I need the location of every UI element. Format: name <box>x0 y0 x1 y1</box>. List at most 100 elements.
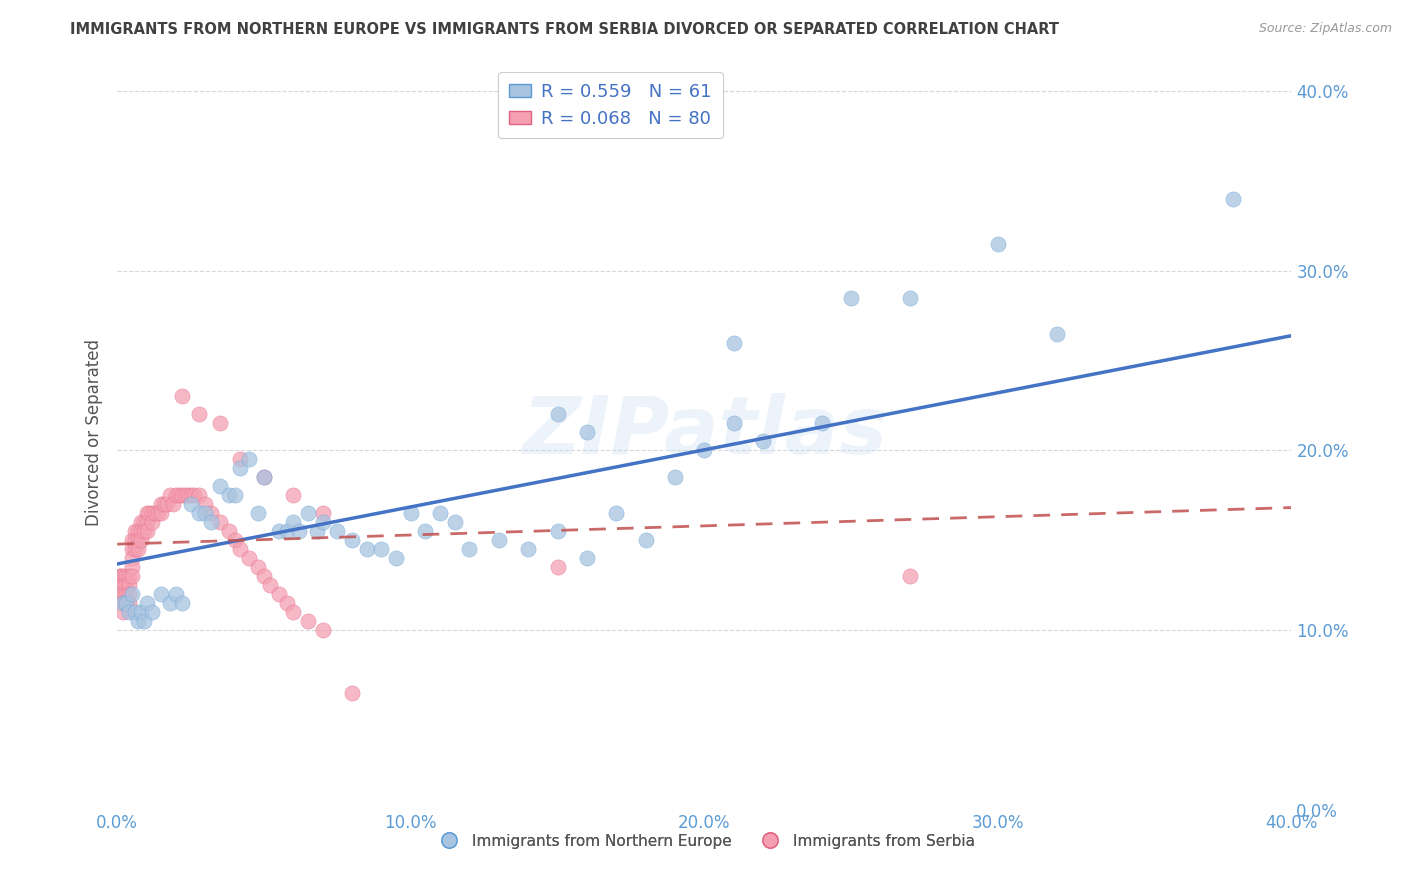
Point <box>575 425 598 440</box>
Point <box>356 542 378 557</box>
Point <box>297 614 319 628</box>
Point <box>312 623 335 637</box>
Point <box>839 291 862 305</box>
Point <box>141 605 163 619</box>
Point <box>208 417 231 431</box>
Point <box>118 587 141 601</box>
Point <box>112 587 135 601</box>
Point <box>124 542 146 557</box>
Point <box>115 596 138 610</box>
Point <box>124 524 146 538</box>
Point <box>183 488 205 502</box>
Point <box>180 497 202 511</box>
Point <box>723 417 745 431</box>
Point <box>194 506 217 520</box>
Point <box>112 569 135 583</box>
Point <box>165 587 187 601</box>
Point <box>238 452 260 467</box>
Point <box>132 515 155 529</box>
Point <box>112 605 135 619</box>
Point <box>898 291 921 305</box>
Point <box>115 596 138 610</box>
Point <box>170 488 193 502</box>
Point <box>188 506 211 520</box>
Point <box>127 614 149 628</box>
Point <box>159 596 181 610</box>
Point <box>898 569 921 583</box>
Point <box>340 533 363 548</box>
Point <box>253 569 276 583</box>
Point <box>135 506 157 520</box>
Point <box>108 578 131 592</box>
Point <box>118 596 141 610</box>
Point <box>150 497 173 511</box>
Point <box>208 479 231 493</box>
Point <box>167 488 190 502</box>
Point <box>121 533 143 548</box>
Point <box>517 542 540 557</box>
Point <box>370 542 392 557</box>
Point <box>634 533 657 548</box>
Point <box>547 408 569 422</box>
Point <box>1045 326 1067 341</box>
Point <box>297 506 319 520</box>
Point <box>288 524 311 538</box>
Point <box>385 551 408 566</box>
Point <box>112 596 135 610</box>
Point <box>121 560 143 574</box>
Point <box>121 551 143 566</box>
Point <box>488 533 510 548</box>
Point <box>312 506 335 520</box>
Point <box>429 506 451 520</box>
Point <box>115 587 138 601</box>
Point <box>162 497 184 511</box>
Point <box>129 533 152 548</box>
Point <box>605 506 627 520</box>
Point <box>547 524 569 538</box>
Text: IMMIGRANTS FROM NORTHERN EUROPE VS IMMIGRANTS FROM SERBIA DIVORCED OR SEPARATED : IMMIGRANTS FROM NORTHERN EUROPE VS IMMIG… <box>70 22 1059 37</box>
Point <box>305 524 328 538</box>
Point <box>176 488 198 502</box>
Point <box>267 524 290 538</box>
Point <box>132 614 155 628</box>
Point <box>224 533 246 548</box>
Point <box>238 551 260 566</box>
Point <box>121 569 143 583</box>
Point <box>141 515 163 529</box>
Point <box>283 515 305 529</box>
Point <box>575 551 598 566</box>
Point <box>399 506 422 520</box>
Point <box>312 515 335 529</box>
Point <box>115 578 138 592</box>
Point <box>135 596 157 610</box>
Point <box>415 524 437 538</box>
Point <box>121 587 143 601</box>
Point <box>159 488 181 502</box>
Point <box>224 488 246 502</box>
Point <box>138 506 160 520</box>
Point <box>229 452 252 467</box>
Point <box>276 596 298 610</box>
Point <box>200 515 222 529</box>
Point <box>170 389 193 403</box>
Point <box>129 605 152 619</box>
Point <box>150 587 173 601</box>
Point <box>118 578 141 592</box>
Y-axis label: Divorced or Separated: Divorced or Separated <box>86 339 103 526</box>
Text: Source: ZipAtlas.com: Source: ZipAtlas.com <box>1258 22 1392 36</box>
Point <box>443 515 465 529</box>
Point <box>121 542 143 557</box>
Point <box>253 470 276 484</box>
Point <box>148 506 170 520</box>
Point <box>135 515 157 529</box>
Point <box>664 470 686 484</box>
Point <box>124 533 146 548</box>
Point <box>218 488 240 502</box>
Point <box>283 488 305 502</box>
Point <box>118 605 141 619</box>
Point <box>127 524 149 538</box>
Point <box>156 497 179 511</box>
Point <box>124 605 146 619</box>
Point <box>810 417 832 431</box>
Point <box>188 408 211 422</box>
